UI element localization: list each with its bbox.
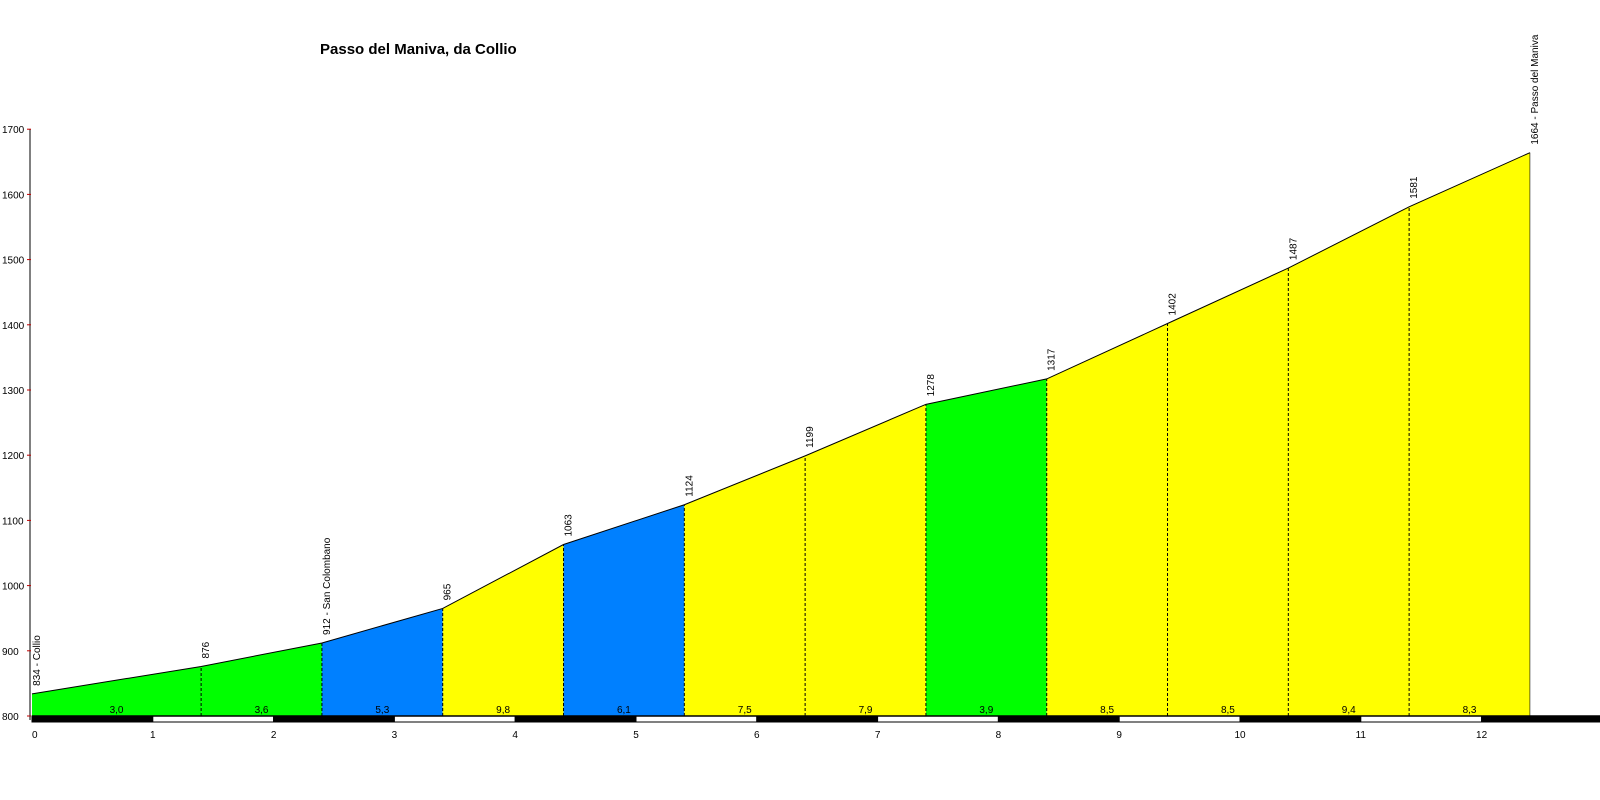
segment-fill-11 — [1288, 206, 1410, 716]
segment-fill-12 — [1409, 152, 1530, 716]
gradient-label-10: 8,5 — [1221, 705, 1235, 716]
scale-block-0 — [31, 715, 154, 723]
y-tick-label-1000: 1000 — [2, 582, 25, 593]
y-tick-label-1500: 1500 — [2, 256, 25, 267]
x-axis-ticks: 01234567891011121 — [32, 730, 1600, 741]
x-tick-label-7: 7 — [875, 730, 881, 741]
gradient-label-1: 3,0 — [110, 705, 124, 716]
altitude-annotation-876: 876 — [201, 641, 212, 658]
segment-fill-8 — [925, 378, 1047, 716]
gradient-label-9: 8,5 — [1100, 705, 1114, 716]
x-tick-label-12: 12 — [1476, 730, 1488, 741]
profile-polyline — [31, 152, 1531, 695]
y-tick-label-1300: 1300 — [2, 386, 25, 397]
x-tick-label-1: 1 — [150, 730, 156, 741]
x-tick-label-3: 3 — [392, 730, 398, 741]
x-tick-label-2: 2 — [271, 730, 277, 741]
gradient-label-2: 3,6 — [255, 705, 269, 716]
scale-block-10 — [1239, 715, 1362, 723]
chart-title: Passo del Maniva, da Collio — [320, 41, 517, 58]
y-axis: 800 900 1000 1100 1200 1300 1400 1500 1600 1700 — [2, 125, 31, 723]
scale-block-5 — [635, 715, 758, 723]
x-tick-label-9: 9 — [1116, 730, 1122, 741]
x-tick-label-10: 10 — [1234, 730, 1246, 741]
scale-block-8 — [997, 715, 1120, 723]
segment-fill-1 — [32, 666, 202, 716]
x-tick-label-8: 8 — [996, 730, 1002, 741]
y-tick-label-1200: 1200 — [2, 451, 25, 462]
y-tick-label-800: 800 — [2, 712, 19, 723]
scale-block-2 — [273, 715, 395, 723]
segment-fills — [32, 152, 1530, 716]
altitude-annotation-1317: 1317 — [1047, 348, 1058, 371]
scale-block-9 — [1118, 715, 1241, 723]
altitude-annotation-1487: 1487 — [1288, 237, 1299, 260]
gradient-label-4: 9,8 — [496, 705, 510, 716]
scale-block-7 — [877, 715, 999, 723]
altitude-annotations: 834 - Collio 876 912 - San Colombano 965 106… — [32, 34, 1541, 686]
scale-block-6 — [756, 715, 879, 723]
y-tick-label-1700: 1700 — [2, 125, 25, 136]
segment-fill-5 — [563, 504, 685, 716]
segment-dividers — [200, 152, 1531, 716]
scale-block-4 — [514, 715, 637, 723]
gradient-label-3: 5,3 — [375, 705, 389, 716]
scale-block-12 — [1481, 715, 1600, 723]
x-tick-label-0: 0 — [32, 730, 38, 741]
altitude-annotation-1402: 1402 — [1168, 293, 1179, 316]
segment-fill-2 — [201, 642, 322, 716]
altitude-annotation-1199: 1199 — [805, 426, 816, 448]
gradient-label-6: 7,5 — [738, 705, 752, 716]
distance-scale-bar — [31, 715, 1600, 723]
gradient-label-12: 8,3 — [1463, 705, 1477, 716]
segment-fill-9 — [1046, 323, 1168, 716]
segment-fill-3 — [321, 608, 443, 716]
scale-block-11 — [1360, 715, 1483, 723]
scale-block-3 — [393, 715, 516, 723]
y-tick-label-900: 900 — [2, 647, 19, 658]
altitude-annotation-834: 834 - Collio — [32, 635, 43, 686]
gradient-label-11: 9,4 — [1342, 705, 1356, 716]
y-tick-label-1600: 1600 — [2, 190, 25, 201]
segment-fill-10 — [1167, 268, 1289, 716]
gradient-label-8: 3,9 — [979, 705, 993, 716]
scale-block-1 — [152, 715, 275, 723]
altitude-annotation-1124: 1124 — [684, 475, 695, 497]
altitude-annotation-1581: 1581 — [1409, 176, 1420, 199]
gradient-label-5: 6,1 — [617, 705, 631, 716]
altitude-annotation-1664: 1664 - Passo del Maniva — [1530, 34, 1541, 145]
x-tick-label-6: 6 — [754, 730, 760, 741]
y-tick-label-1100: 1100 — [2, 516, 24, 527]
segment-fill-6 — [684, 455, 806, 716]
x-tick-label-5: 5 — [633, 730, 639, 741]
altitude-annotation-1063: 1063 — [564, 514, 575, 537]
x-tick-label-11: 11 — [1356, 730, 1367, 741]
gradient-label-7: 7,9 — [859, 705, 873, 716]
altitude-annotation-965: 965 — [443, 583, 454, 600]
y-tick-label-1400: 1400 — [2, 321, 25, 332]
altitude-annotation-912: 912 - San Colombano — [322, 537, 333, 635]
x-tick-label-4: 4 — [512, 730, 518, 741]
segment-fill-4 — [442, 544, 564, 716]
altitude-annotation-1278: 1278 — [926, 374, 937, 397]
gradient-labels: 3,0 3,6 5,3 9,8 6,1 7,5 7,9 3,9 8,5 8,5 9,4 8,3 — [110, 705, 1477, 716]
profile-line — [31, 152, 1531, 695]
segment-fill-7 — [805, 404, 926, 716]
